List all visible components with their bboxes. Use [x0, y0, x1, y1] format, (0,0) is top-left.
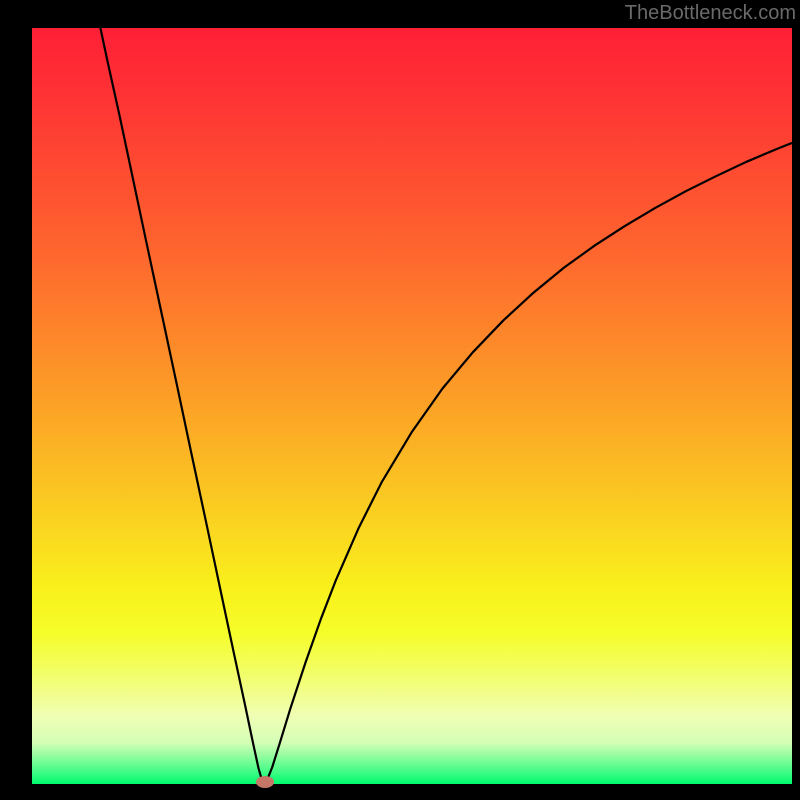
bottleneck-curve-svg	[32, 28, 792, 784]
plot-area	[32, 28, 792, 784]
bottleneck-curve-path	[100, 28, 792, 782]
chart-container	[0, 0, 800, 800]
watermark-text: TheBottleneck.com	[625, 2, 796, 25]
optimal-point-marker	[256, 776, 274, 788]
